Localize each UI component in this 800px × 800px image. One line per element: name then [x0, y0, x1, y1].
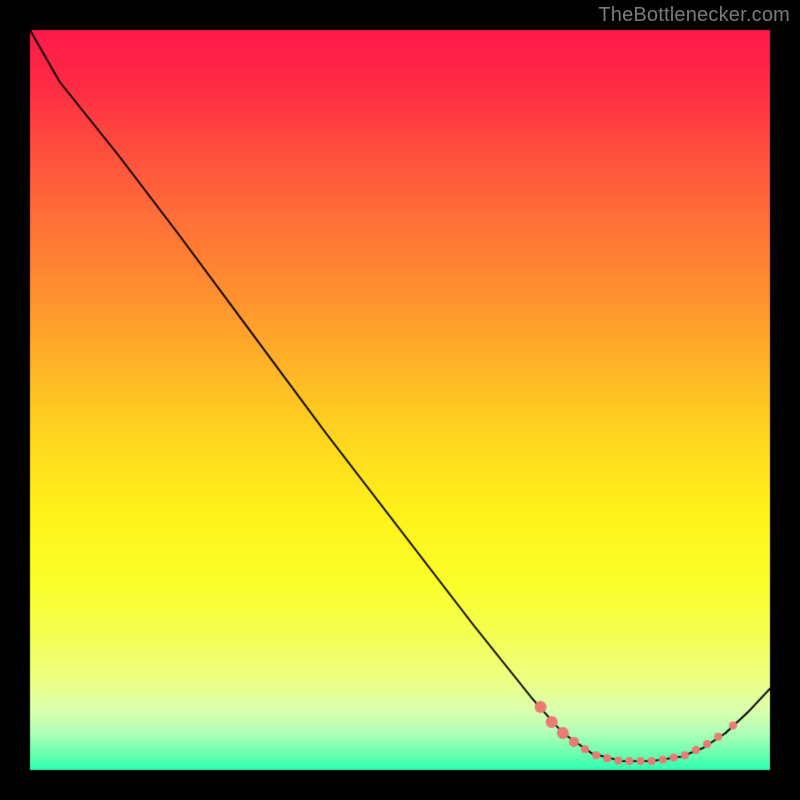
- watermark-text: TheBottlenecker.com: [598, 4, 790, 27]
- chart-container: TheBottlenecker.com: [0, 0, 800, 800]
- bottleneck-curve-chart: [0, 0, 800, 800]
